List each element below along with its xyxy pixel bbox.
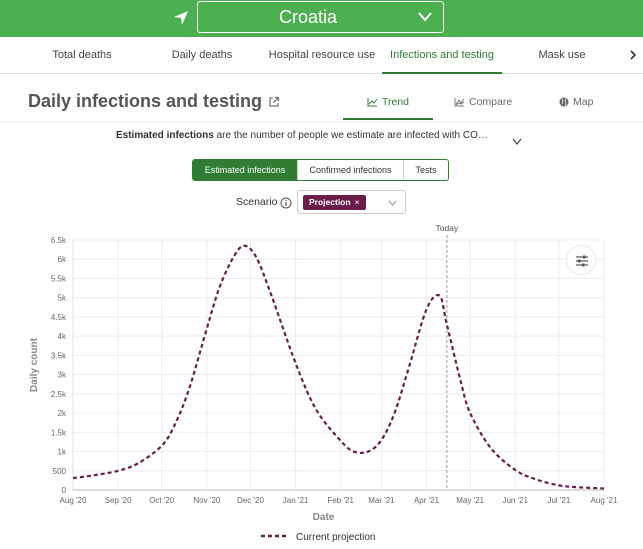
country-select[interactable]: Croatia — [197, 1, 444, 33]
legend-label: Current projection — [296, 532, 375, 543]
tab-hospital-resource-use[interactable]: Hospital resource use — [268, 49, 376, 61]
chart-settings-button[interactable] — [566, 245, 596, 275]
info-icon[interactable] — [280, 197, 292, 209]
y-tick-label: 1.5k — [51, 428, 67, 437]
view-tab-trend[interactable]: Trend — [343, 86, 433, 120]
tab-infections-and-testing[interactable]: Infections and testing — [382, 37, 502, 74]
y-tick-label: 0 — [62, 486, 67, 495]
y-tick-label: 2.5k — [51, 390, 67, 399]
scenario-label: Scenario — [236, 196, 278, 208]
estimated-infections-button[interactable]: Estimated infections — [193, 160, 298, 180]
external-link-icon[interactable] — [268, 96, 280, 108]
view-tab-label: Compare — [469, 96, 513, 108]
tab-total-deaths[interactable]: Total deaths — [52, 49, 112, 61]
tab-mask-use[interactable]: Mask use — [538, 49, 586, 61]
x-tick-label: Jul '21 — [547, 496, 570, 505]
scenario-select[interactable]: Projection × — [297, 190, 406, 214]
chevron-down-icon — [418, 12, 432, 22]
y-tick-label: 5.5k — [51, 274, 67, 283]
expand-description-icon[interactable] — [512, 138, 522, 146]
y-tick-label: 6.5k — [51, 236, 67, 245]
x-tick-label: Aug '20 — [60, 496, 87, 505]
sliders-icon — [576, 255, 588, 267]
y-tick-label: 500 — [53, 467, 67, 476]
x-tick-label: Nov '20 — [193, 496, 220, 505]
location-arrow-icon[interactable] — [171, 8, 191, 28]
daily-infections-chart: 0 500 1k 1.5k 2k 2.5k 3k 3.5k 4k 4.5k 5k 5.5k 6k 6.5k… — [29, 223, 618, 543]
divider — [0, 121, 643, 122]
x-tick-label: Oct '20 — [149, 496, 175, 505]
today-label: Today — [436, 223, 459, 233]
remove-scenario-icon[interactable]: × — [354, 197, 360, 207]
description-text: are the number of people we estimate are… — [213, 130, 488, 141]
y-tick-label: 5k — [58, 294, 67, 303]
scenario-chip-label: Projection — [309, 197, 351, 207]
x-tick-label: Aug '21 — [591, 496, 618, 505]
x-tick-label: Jan '21 — [283, 496, 309, 505]
y-axis-title: Daily count — [29, 337, 40, 392]
compare-chart-icon — [454, 98, 465, 107]
y-tick-label: 4k — [58, 332, 67, 341]
country-name: Croatia — [278, 7, 338, 27]
chevron-right-icon[interactable] — [626, 48, 640, 62]
x-axis-title: Date — [313, 512, 335, 523]
main-tabs: Total deaths Daily deaths Hospital resou… — [0, 37, 643, 74]
y-tick-label: 6k — [58, 255, 67, 264]
x-tick-label: May '21 — [456, 496, 484, 505]
top-bar: Croatia — [0, 0, 643, 37]
metric-toggle: Estimated infections Confirmed infection… — [192, 159, 449, 181]
scenario-chip: Projection × — [303, 195, 366, 210]
chevron-down-icon — [388, 200, 397, 206]
tests-button[interactable]: Tests — [404, 160, 448, 180]
view-tab-label: Trend — [381, 96, 410, 108]
view-tab-label: Map — [573, 96, 594, 108]
x-tick-label: Dec '20 — [237, 496, 264, 505]
confirmed-infections-button[interactable]: Confirmed infections — [298, 160, 404, 180]
y-tick-label: 3.5k — [51, 351, 67, 360]
x-tick-label: Apr '21 — [414, 496, 440, 505]
line-chart-icon — [367, 98, 378, 107]
globe-icon — [559, 97, 569, 107]
metric-description: Estimated infections are the number of p… — [116, 130, 488, 141]
page-title: Daily infections and testing — [28, 91, 263, 111]
x-tick-label: Mar '21 — [368, 496, 395, 505]
x-tick-label: Sep '20 — [105, 496, 132, 505]
y-tick-label: 3k — [58, 371, 67, 380]
y-tick-label: 1k — [58, 448, 67, 457]
description-bold: Estimated infections — [116, 130, 214, 141]
tab-daily-deaths[interactable]: Daily deaths — [171, 49, 233, 61]
series-line-current-projection — [72, 244, 605, 490]
x-tick-label: Jun '21 — [502, 496, 528, 505]
x-tick-label: Feb '21 — [327, 496, 354, 505]
y-tick-label: 2k — [58, 409, 67, 418]
y-tick-label: 4.5k — [51, 313, 67, 322]
view-tab-compare[interactable]: Compare — [454, 86, 524, 120]
view-tab-map[interactable]: Map — [559, 86, 609, 120]
